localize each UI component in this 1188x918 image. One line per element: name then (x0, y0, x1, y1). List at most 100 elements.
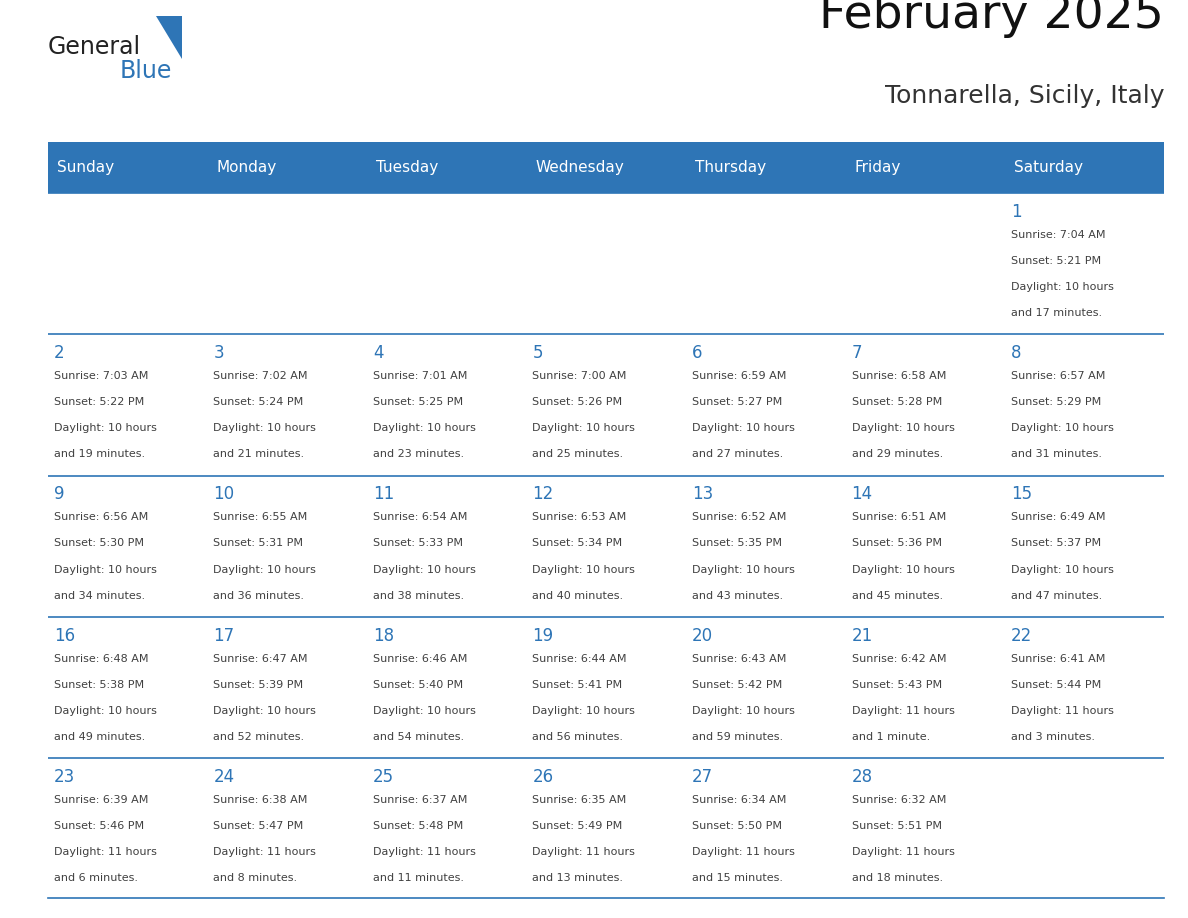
Text: 21: 21 (852, 627, 873, 644)
Text: Daylight: 11 hours: Daylight: 11 hours (852, 706, 954, 716)
Text: Sunrise: 6:56 AM: Sunrise: 6:56 AM (53, 512, 148, 522)
Text: and 8 minutes.: and 8 minutes. (214, 874, 297, 883)
Text: Sunset: 5:48 PM: Sunset: 5:48 PM (373, 822, 463, 831)
Text: Daylight: 11 hours: Daylight: 11 hours (373, 847, 476, 857)
Text: Sunrise: 6:49 AM: Sunrise: 6:49 AM (1011, 512, 1106, 522)
Text: Sunset: 5:28 PM: Sunset: 5:28 PM (852, 397, 942, 407)
Text: 22: 22 (1011, 627, 1032, 644)
Text: Sunrise: 6:59 AM: Sunrise: 6:59 AM (693, 371, 786, 381)
Text: and 1 minute.: and 1 minute. (852, 733, 930, 742)
Text: Sunrise: 6:55 AM: Sunrise: 6:55 AM (214, 512, 308, 522)
Text: Daylight: 11 hours: Daylight: 11 hours (532, 847, 636, 857)
Text: and 17 minutes.: and 17 minutes. (1011, 308, 1102, 318)
Text: Sunset: 5:33 PM: Sunset: 5:33 PM (373, 539, 463, 548)
Text: Sunset: 5:38 PM: Sunset: 5:38 PM (53, 680, 144, 689)
Text: Sunrise: 6:44 AM: Sunrise: 6:44 AM (532, 654, 627, 664)
Text: Daylight: 10 hours: Daylight: 10 hours (53, 565, 157, 575)
Text: Sunset: 5:41 PM: Sunset: 5:41 PM (532, 680, 623, 689)
Text: Daylight: 11 hours: Daylight: 11 hours (693, 847, 795, 857)
Text: Daylight: 10 hours: Daylight: 10 hours (373, 706, 476, 716)
Text: Sunset: 5:30 PM: Sunset: 5:30 PM (53, 539, 144, 548)
Text: Sunset: 5:40 PM: Sunset: 5:40 PM (373, 680, 463, 689)
Text: 23: 23 (53, 768, 75, 786)
Text: and 56 minutes.: and 56 minutes. (532, 733, 624, 742)
Text: Sunrise: 6:52 AM: Sunrise: 6:52 AM (693, 512, 786, 522)
Text: 15: 15 (1011, 486, 1032, 503)
Text: Daylight: 11 hours: Daylight: 11 hours (1011, 706, 1114, 716)
Text: and 54 minutes.: and 54 minutes. (373, 733, 465, 742)
Text: and 47 minutes.: and 47 minutes. (1011, 591, 1102, 600)
Text: 26: 26 (532, 768, 554, 786)
Text: Daylight: 10 hours: Daylight: 10 hours (53, 423, 157, 433)
Text: Friday: Friday (854, 160, 902, 175)
Text: Daylight: 10 hours: Daylight: 10 hours (693, 423, 795, 433)
Text: Sunset: 5:37 PM: Sunset: 5:37 PM (1011, 539, 1101, 548)
Text: Sunset: 5:42 PM: Sunset: 5:42 PM (693, 680, 782, 689)
Text: Sunrise: 6:42 AM: Sunrise: 6:42 AM (852, 654, 946, 664)
Text: Sunset: 5:27 PM: Sunset: 5:27 PM (693, 397, 782, 407)
Text: Daylight: 10 hours: Daylight: 10 hours (852, 565, 954, 575)
Text: and 13 minutes.: and 13 minutes. (532, 874, 624, 883)
Text: Daylight: 10 hours: Daylight: 10 hours (214, 565, 316, 575)
Text: Daylight: 11 hours: Daylight: 11 hours (53, 847, 157, 857)
Text: 12: 12 (532, 486, 554, 503)
Text: Sunrise: 6:32 AM: Sunrise: 6:32 AM (852, 795, 946, 805)
Text: Daylight: 10 hours: Daylight: 10 hours (852, 423, 954, 433)
Text: Sunset: 5:24 PM: Sunset: 5:24 PM (214, 397, 304, 407)
Text: and 31 minutes.: and 31 minutes. (1011, 450, 1102, 459)
Text: Sunrise: 6:38 AM: Sunrise: 6:38 AM (214, 795, 308, 805)
Text: and 25 minutes.: and 25 minutes. (532, 450, 624, 459)
Text: and 52 minutes.: and 52 minutes. (214, 733, 304, 742)
Text: Sunrise: 6:41 AM: Sunrise: 6:41 AM (1011, 654, 1106, 664)
Text: 11: 11 (373, 486, 394, 503)
Text: Sunset: 5:43 PM: Sunset: 5:43 PM (852, 680, 942, 689)
Text: Daylight: 10 hours: Daylight: 10 hours (1011, 565, 1114, 575)
Text: 6: 6 (693, 344, 702, 362)
Text: Sunrise: 7:01 AM: Sunrise: 7:01 AM (373, 371, 467, 381)
Text: Sunset: 5:25 PM: Sunset: 5:25 PM (373, 397, 463, 407)
Text: Daylight: 10 hours: Daylight: 10 hours (214, 706, 316, 716)
Text: Thursday: Thursday (695, 160, 766, 175)
Text: Sunset: 5:50 PM: Sunset: 5:50 PM (693, 822, 782, 831)
Text: and 38 minutes.: and 38 minutes. (373, 591, 465, 600)
Text: Sunset: 5:47 PM: Sunset: 5:47 PM (214, 822, 304, 831)
Text: Sunset: 5:36 PM: Sunset: 5:36 PM (852, 539, 942, 548)
Text: Monday: Monday (216, 160, 277, 175)
Text: 18: 18 (373, 627, 394, 644)
Text: and 19 minutes.: and 19 minutes. (53, 450, 145, 459)
Text: Daylight: 10 hours: Daylight: 10 hours (373, 565, 476, 575)
Text: 2: 2 (53, 344, 64, 362)
Text: Sunrise: 6:53 AM: Sunrise: 6:53 AM (532, 512, 627, 522)
Text: 1: 1 (1011, 203, 1022, 220)
Text: 25: 25 (373, 768, 394, 786)
Text: and 27 minutes.: and 27 minutes. (693, 450, 783, 459)
Text: Sunrise: 6:51 AM: Sunrise: 6:51 AM (852, 512, 946, 522)
Text: Daylight: 10 hours: Daylight: 10 hours (53, 706, 157, 716)
Text: Daylight: 10 hours: Daylight: 10 hours (1011, 282, 1114, 292)
Text: Blue: Blue (120, 59, 172, 83)
Text: 20: 20 (693, 627, 713, 644)
Text: and 6 minutes.: and 6 minutes. (53, 874, 138, 883)
Text: Daylight: 10 hours: Daylight: 10 hours (532, 706, 636, 716)
Text: Daylight: 10 hours: Daylight: 10 hours (532, 565, 636, 575)
Text: 28: 28 (852, 768, 873, 786)
Text: Sunset: 5:29 PM: Sunset: 5:29 PM (1011, 397, 1101, 407)
Polygon shape (156, 17, 183, 59)
Text: and 40 minutes.: and 40 minutes. (532, 591, 624, 600)
Text: Sunset: 5:49 PM: Sunset: 5:49 PM (532, 822, 623, 831)
Text: Daylight: 11 hours: Daylight: 11 hours (214, 847, 316, 857)
Text: Daylight: 10 hours: Daylight: 10 hours (214, 423, 316, 433)
Text: Daylight: 10 hours: Daylight: 10 hours (693, 706, 795, 716)
Text: Sunrise: 7:04 AM: Sunrise: 7:04 AM (1011, 230, 1106, 240)
Text: and 43 minutes.: and 43 minutes. (693, 591, 783, 600)
Text: Daylight: 10 hours: Daylight: 10 hours (1011, 423, 1114, 433)
Text: Sunrise: 6:43 AM: Sunrise: 6:43 AM (693, 654, 786, 664)
Text: Sunrise: 7:00 AM: Sunrise: 7:00 AM (532, 371, 627, 381)
Text: Sunrise: 7:02 AM: Sunrise: 7:02 AM (214, 371, 308, 381)
Text: Sunrise: 6:47 AM: Sunrise: 6:47 AM (214, 654, 308, 664)
Text: Sunrise: 6:46 AM: Sunrise: 6:46 AM (373, 654, 467, 664)
Text: 14: 14 (852, 486, 873, 503)
Text: and 34 minutes.: and 34 minutes. (53, 591, 145, 600)
Text: Sunset: 5:34 PM: Sunset: 5:34 PM (532, 539, 623, 548)
Text: Sunrise: 6:35 AM: Sunrise: 6:35 AM (532, 795, 627, 805)
